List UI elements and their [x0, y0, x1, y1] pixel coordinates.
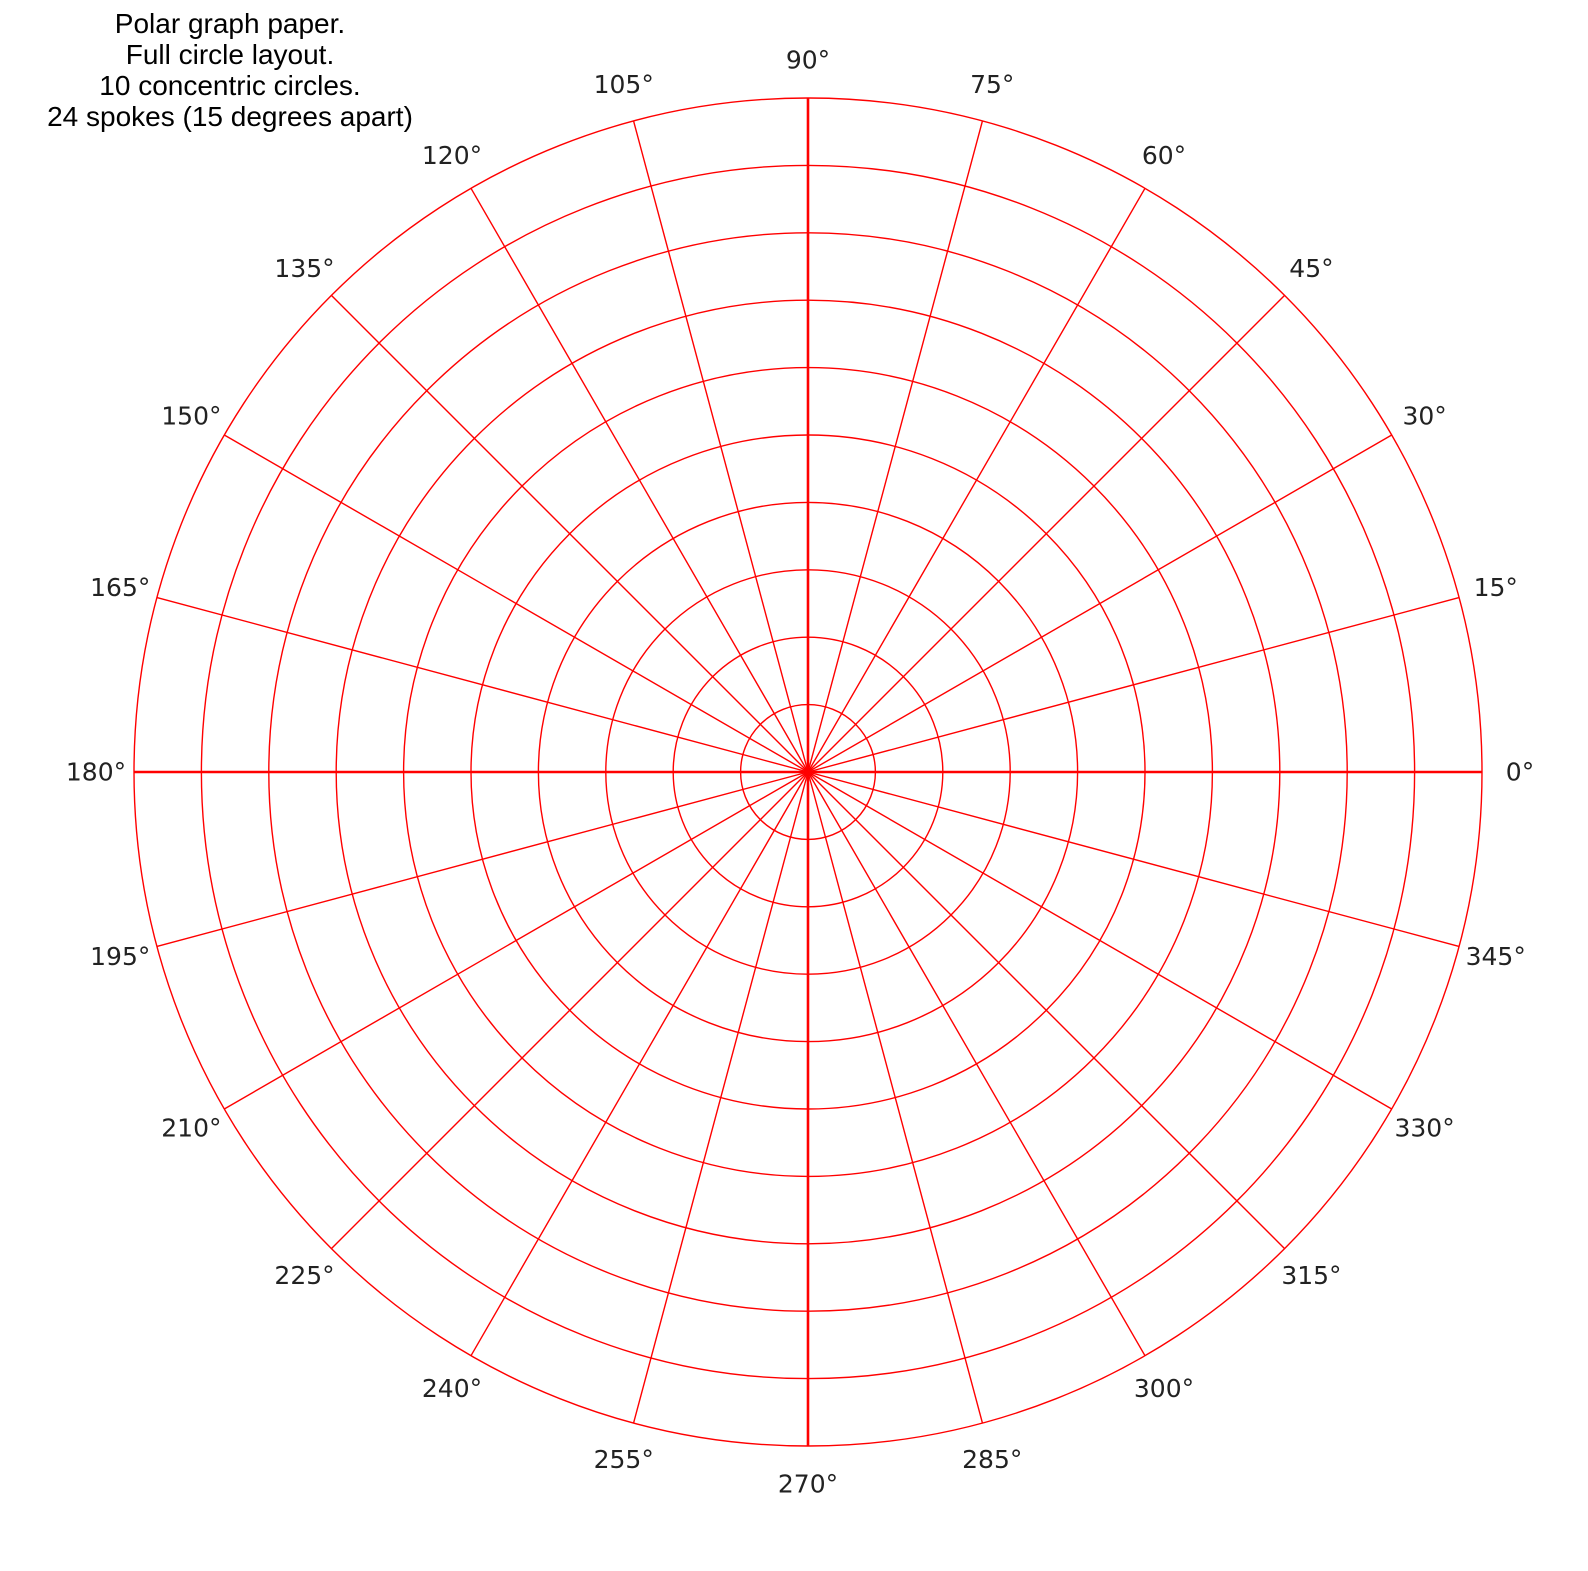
spoke-345: [807, 771, 1460, 948]
angle-label-285: 285°: [962, 1445, 1022, 1474]
angle-label-240: 240°: [422, 1374, 482, 1403]
angle-label-225: 225°: [274, 1261, 334, 1290]
angle-label-105: 105°: [594, 70, 654, 99]
angle-label-315: 315°: [1281, 1261, 1341, 1290]
spoke-330: [807, 771, 1393, 1110]
angle-label-345: 345°: [1466, 942, 1526, 971]
angle-label-75: 75°: [970, 70, 1014, 99]
angle-label-45: 45°: [1289, 254, 1333, 283]
caption-line-3: 10 concentric circles.: [99, 70, 361, 101]
spoke-45: [807, 294, 1286, 773]
spoke-60: [807, 187, 1146, 773]
spoke-75: [807, 120, 984, 773]
caption-line-1: Polar graph paper.: [114, 8, 346, 39]
spoke-225: [330, 771, 809, 1250]
spokes: [134, 98, 1482, 1446]
angle-label-120: 120°: [422, 141, 482, 170]
spoke-315: [807, 771, 1286, 1250]
spoke-120: [470, 187, 809, 773]
spoke-30: [807, 434, 1393, 773]
caption: Polar graph paper. Full circle layout. 1…: [10, 8, 450, 132]
angle-label-180: 180°: [66, 758, 126, 787]
angle-label-195: 195°: [90, 942, 150, 971]
spoke-240: [470, 771, 809, 1357]
angle-label-300: 300°: [1134, 1374, 1194, 1403]
angle-label-15: 15°: [1474, 573, 1518, 602]
spoke-255: [632, 771, 809, 1424]
spoke-285: [807, 771, 984, 1424]
spoke-105: [632, 120, 809, 773]
spoke-300: [807, 771, 1146, 1357]
angle-label-150: 150°: [161, 402, 221, 431]
spoke-15: [807, 596, 1460, 773]
spoke-195: [156, 771, 809, 948]
caption-line-4: 24 spokes (15 degrees apart): [47, 101, 413, 132]
angle-labels: 0° 15° 30° 45° 60° 75° 90° 105° 120° 135° 150° 165°…: [66, 46, 1534, 1499]
angle-label-255: 255°: [594, 1445, 654, 1474]
angle-label-0: 0°: [1506, 758, 1534, 787]
angle-label-30: 30°: [1402, 402, 1446, 431]
angle-label-165: 165°: [90, 573, 150, 602]
spoke-165: [156, 596, 809, 773]
spoke-150: [223, 434, 809, 773]
angle-label-60: 60°: [1142, 141, 1186, 170]
spoke-135: [330, 294, 809, 773]
angle-label-330: 330°: [1395, 1114, 1455, 1143]
angle-label-210: 210°: [161, 1114, 221, 1143]
angle-label-135: 135°: [274, 254, 334, 283]
angle-label-90: 90°: [786, 46, 830, 75]
spoke-210: [223, 771, 809, 1110]
caption-line-2: Full circle layout.: [125, 39, 335, 70]
angle-label-270: 270°: [778, 1470, 838, 1499]
